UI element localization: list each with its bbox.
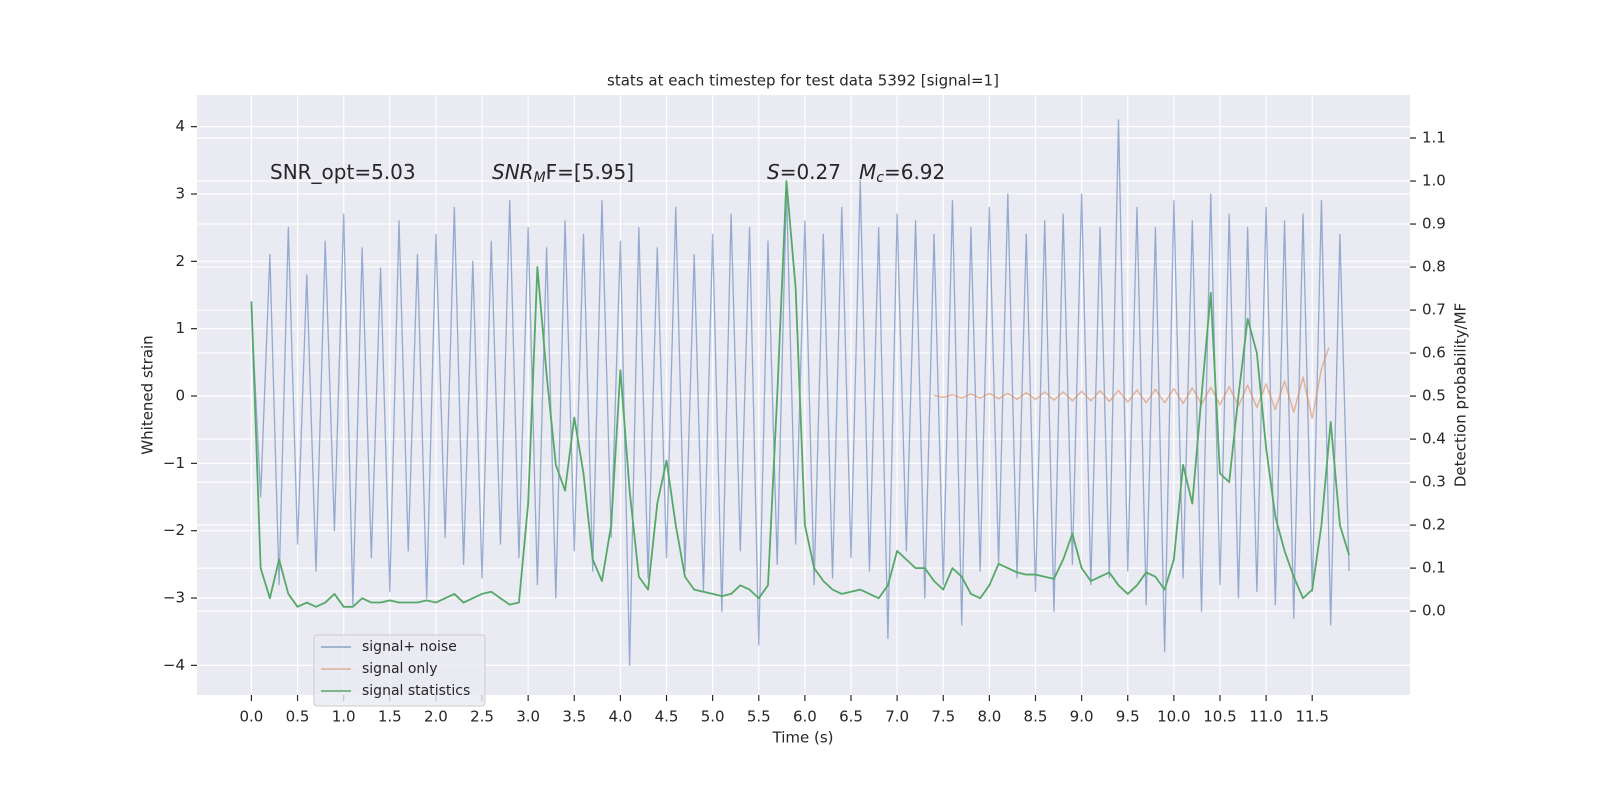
y-tick-label: 4 [175, 117, 185, 135]
annotation-part: F=[5.95] [546, 160, 634, 184]
x-tick-label: 6.0 [793, 708, 817, 726]
y2-tick-label: 1.1 [1422, 129, 1446, 147]
annotation-part: S [767, 160, 780, 184]
y-tick-label: −4 [163, 656, 185, 674]
x-tick-label: 5.0 [701, 708, 725, 726]
y2-axis-label: Detection probability/MF [1452, 303, 1470, 487]
y2-tick-label: 0.8 [1422, 258, 1446, 276]
y2-tick-label: 0.6 [1422, 344, 1446, 362]
annotation: S=0.27 [767, 160, 841, 184]
x-tick-label: 10.0 [1157, 708, 1190, 726]
y2-tick-label: 0.9 [1422, 215, 1446, 233]
legend-label: signal only [362, 661, 437, 677]
annotation-part: =6.92 [884, 160, 945, 184]
x-tick-label: 2.0 [424, 708, 448, 726]
series-line [933, 347, 1330, 419]
chart-title: stats at each timestep for test data 539… [607, 72, 999, 90]
y-tick-label: 2 [175, 252, 185, 270]
x-tick-label: 2.5 [470, 708, 494, 726]
x-tick-label: 5.5 [747, 708, 771, 726]
x-tick-label: 8.5 [1024, 708, 1048, 726]
y-tick-label: 0 [175, 387, 185, 405]
y-tick-label: −1 [163, 454, 185, 472]
x-tick-label: 0.0 [239, 708, 263, 726]
annotation-part: SNR [492, 160, 534, 184]
series-line [250, 119, 1350, 667]
x-tick-label: 1.5 [378, 708, 402, 726]
y2-tick-label: 0.3 [1422, 473, 1446, 491]
y2-tick-label: 0.5 [1422, 387, 1446, 405]
x-tick-label: 8.0 [977, 708, 1001, 726]
x-tick-label: 11.5 [1296, 708, 1329, 726]
annotation-part: M [534, 170, 546, 186]
y-tick-label: 1 [175, 319, 185, 337]
x-tick-label: 9.5 [1116, 708, 1140, 726]
x-tick-label: 4.0 [608, 708, 632, 726]
y-tick-label: −3 [163, 589, 185, 607]
x-tick-label: 3.0 [516, 708, 540, 726]
annotation: SNRMF=[5.95] [492, 160, 634, 187]
legend-label: signal+ noise [362, 639, 457, 655]
annotation: Mc=6.92 [859, 160, 945, 187]
y2-tick-label: 0.1 [1422, 559, 1446, 577]
series-line [250, 180, 1350, 608]
annotation-part: M [859, 160, 876, 184]
y2-tick-label: 1.0 [1422, 172, 1446, 190]
annotation-part: SNR_opt=5.03 [270, 160, 416, 184]
x-tick-label: 0.5 [286, 708, 310, 726]
y2-tick-label: 0.4 [1422, 430, 1446, 448]
x-tick-label: 7.5 [931, 708, 955, 726]
annotation-part: c [876, 170, 884, 186]
annotation: SNR_opt=5.03 [270, 160, 416, 184]
legend-label: signal statistics [362, 683, 470, 699]
y-axis-label: Whitened strain [139, 335, 157, 454]
plot-area [197, 95, 1410, 695]
y2-tick-label: 0.0 [1422, 602, 1446, 620]
x-tick-label: 6.5 [839, 708, 863, 726]
y-tick-label: −2 [163, 521, 185, 539]
x-axis-label: Time (s) [772, 729, 834, 747]
x-tick-label: 4.5 [655, 708, 679, 726]
y-tick-label: 3 [175, 184, 185, 202]
x-tick-label: 9.0 [1070, 708, 1094, 726]
x-tick-label: 7.0 [885, 708, 909, 726]
legend-box [313, 634, 486, 707]
x-tick-label: 10.5 [1203, 708, 1236, 726]
y2-tick-label: 0.2 [1422, 516, 1446, 534]
y2-tick-label: 0.7 [1422, 301, 1446, 319]
grid [197, 95, 1410, 695]
x-tick-label: 1.0 [332, 708, 356, 726]
x-tick-label: 11.0 [1249, 708, 1282, 726]
x-tick-label: 3.5 [562, 708, 586, 726]
annotation-part: =0.27 [780, 160, 841, 184]
